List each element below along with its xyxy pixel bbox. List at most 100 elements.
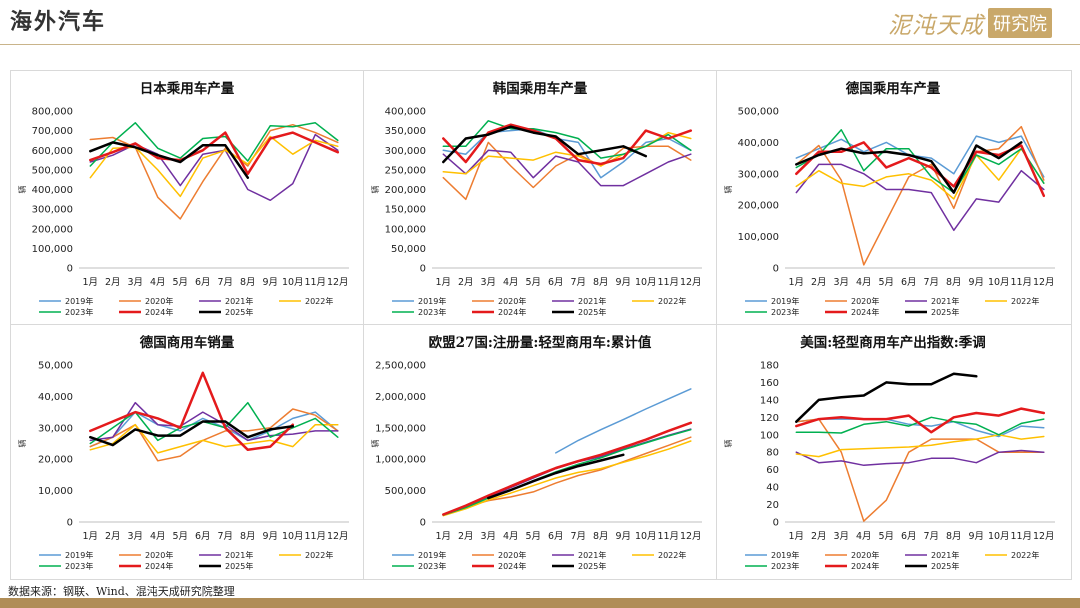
series-line-2023年 (442, 120, 692, 159)
y-tick-label: 80 (766, 448, 779, 459)
legend-label: 2024年 (498, 561, 526, 571)
chart-title: 韩国乘用车产量 (493, 80, 588, 97)
series-line-2020年 (795, 125, 1045, 266)
x-tick-label: 3月 (480, 531, 496, 542)
chart-title: 德国商用车销量 (140, 334, 235, 351)
x-tick-label: 4月 (856, 531, 872, 542)
legend-label: 2021年 (931, 550, 959, 560)
x-tick-label: 8月 (240, 531, 256, 542)
y-tick-label: 40 (766, 483, 779, 494)
legend-label: 2022年 (305, 296, 333, 306)
series-line-2021年 (795, 449, 1045, 467)
y-tick-label: 500,000 (385, 486, 426, 497)
x-tick-label: 1月 (435, 531, 451, 542)
y-axis-label: 辆 (723, 186, 733, 194)
x-tick-label: 4月 (503, 531, 519, 542)
y-tick-label: 2,500,000 (375, 361, 426, 372)
x-tick-label: 2月 (811, 531, 827, 542)
x-tick-label: 9月 (615, 531, 631, 542)
x-tick-label: 9月 (968, 531, 984, 542)
x-tick-label: 7月 (217, 531, 233, 542)
x-tick-label: 8月 (593, 531, 609, 542)
x-tick-label: 11月 (304, 531, 326, 542)
y-tick-label: 500,000 (32, 165, 73, 176)
x-tick-label: 10月 (635, 531, 657, 542)
legend-label: 2020年 (145, 550, 173, 560)
series-line-2020年 (89, 123, 339, 220)
legend-label: 2019年 (771, 296, 799, 306)
x-tick-label: 12月 (680, 531, 702, 542)
legend-label: 2024年 (851, 561, 879, 571)
x-tick-label: 5月 (525, 277, 541, 288)
y-tick-label: 120 (760, 413, 779, 424)
y-tick-label: 800,000 (32, 107, 73, 118)
series-line-2020年 (89, 408, 339, 462)
chart-germany-passenger-production: 德国乘用车产量 0 100,000 200,000 300,000 400,000 500,… (717, 71, 1069, 324)
x-tick-label: 2月 (105, 277, 121, 288)
legend-label: 2022年 (1011, 550, 1039, 560)
y-tick-label: 200,000 (738, 201, 779, 212)
y-tick-label: 20 (766, 500, 779, 511)
x-tick-label: 1月 (82, 531, 98, 542)
x-tick-label: 8月 (946, 277, 962, 288)
legend-label: 2025年 (225, 307, 253, 317)
chart-us-lcv-output-index: 美国:轻型商用车产出指数:季调 0 20 40 60 80 100 120 140 160 180 辆… (717, 325, 1069, 578)
series-line-2020年 (442, 141, 692, 201)
series-line-2019年 (555, 388, 692, 454)
x-tick-label: 10月 (282, 531, 304, 542)
chart-title: 德国乘用车产量 (846, 80, 941, 97)
legend-label: 2019年 (418, 550, 446, 560)
x-tick-label: 9月 (615, 277, 631, 288)
series-line-2019年 (795, 135, 1045, 178)
series-line-2023年 (795, 129, 1045, 194)
series-line-2022年 (89, 423, 339, 454)
y-tick-label: 700,000 (32, 126, 73, 137)
y-tick-label: 20,000 (38, 455, 73, 466)
chart-title: 美国:轻型商用车产出指数:季调 (800, 334, 985, 351)
x-tick-label: 8月 (240, 277, 256, 288)
legend-label: 2021年 (931, 296, 959, 306)
x-tick-label: 4月 (150, 277, 166, 288)
chart-japan-passenger-production: 日本乘用车产量 0 100,000 200,000 300,000 400,000 500,… (11, 71, 363, 324)
legend-label: 2025年 (225, 561, 253, 571)
x-tick-label: 6月 (901, 277, 917, 288)
header-divider (0, 44, 1080, 45)
x-tick-label: 4月 (856, 277, 872, 288)
legend-label: 2020年 (498, 296, 526, 306)
y-tick-label: 160 (760, 378, 779, 389)
legend-label: 2019年 (65, 550, 93, 560)
y-tick-label: 250,000 (385, 165, 426, 176)
x-tick-label: 11月 (657, 277, 679, 288)
y-axis-label: 辆 (17, 186, 27, 194)
y-tick-label: 150,000 (385, 205, 426, 216)
series-line-2023年 (795, 416, 1045, 436)
chart-title: 欧盟27国:注册量:轻型商用车:累计值 (429, 334, 652, 351)
series-line-2024年 (442, 123, 693, 166)
x-tick-label: 4月 (150, 531, 166, 542)
legend-label: 2022年 (658, 550, 686, 560)
y-tick-label: 60 (766, 465, 779, 476)
legend-label: 2025年 (578, 561, 606, 571)
data-source-note: 数据来源：钢联、Wind、混沌天成研究院整理 (8, 585, 235, 598)
y-tick-label: 10,000 (38, 486, 73, 497)
y-tick-label: 40,000 (38, 392, 73, 403)
legend-label: 2021年 (225, 550, 253, 560)
footer-bar (0, 598, 1080, 608)
x-tick-label: 7月 (570, 277, 586, 288)
y-tick-label: 0 (773, 264, 779, 275)
y-tick-label: 300,000 (385, 146, 426, 157)
y-tick-label: 1,500,000 (375, 423, 426, 434)
legend-label: 2023年 (65, 307, 93, 317)
x-tick-label: 6月 (195, 531, 211, 542)
x-tick-label: 5月 (878, 277, 894, 288)
y-tick-label: 100,000 (32, 244, 73, 255)
logo-badge: 研究院 (988, 8, 1052, 38)
y-tick-label: 350,000 (385, 126, 426, 137)
y-tick-label: 0 (420, 518, 426, 529)
series-line-2025年 (442, 125, 648, 164)
y-axis-label: 辆 (370, 186, 380, 194)
x-tick-label: 3月 (833, 277, 849, 288)
y-tick-label: 50,000 (38, 361, 73, 372)
y-tick-label: 0 (67, 264, 73, 275)
y-tick-label: 0 (67, 518, 73, 529)
